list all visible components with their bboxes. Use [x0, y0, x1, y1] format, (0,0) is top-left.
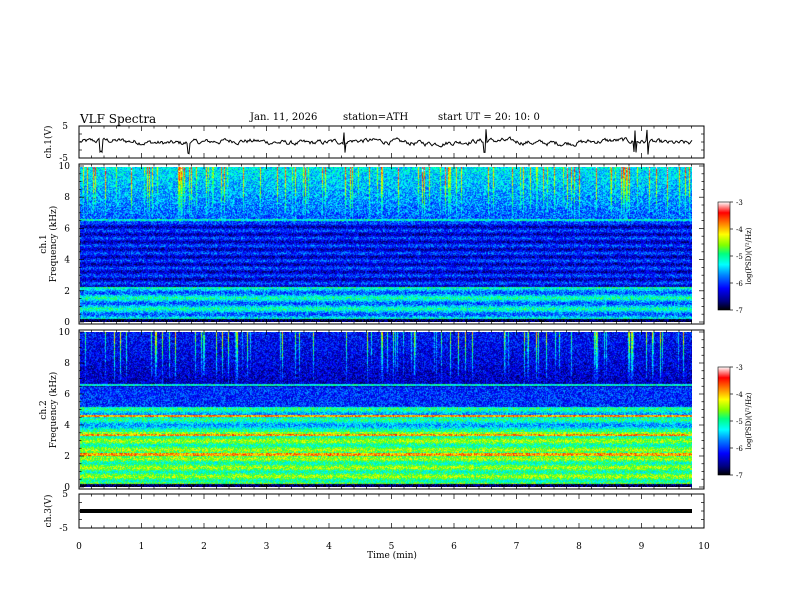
x-tick-label: 9: [639, 542, 645, 552]
colorbar-tick-label: -5: [736, 418, 743, 426]
colorbar-tick-label: -7: [736, 307, 743, 315]
colorbar-tick-label: -3: [736, 199, 743, 207]
colorbar-tick-label: -4: [736, 226, 743, 234]
y-tick-label: 6: [64, 224, 70, 234]
ch1-spectrogram-title: ch.1: [39, 234, 49, 253]
ch1-spectrogram-ylabel: Frequency (kHz): [48, 206, 59, 283]
x-tick-label: 6: [451, 542, 457, 552]
y-tick-label: 10: [59, 162, 71, 172]
x-tick-label: 5: [389, 542, 395, 552]
y-tick-label: 5: [62, 122, 68, 132]
ch1-voltage-trace: [79, 129, 693, 155]
x-tick-label: 4: [326, 542, 332, 552]
colorbar-tick-label: -6: [736, 445, 743, 453]
y-tick-label: 5: [62, 490, 68, 500]
ch2-colorbar-label: log(PSD)(V²/Hz): [745, 392, 753, 449]
y-tick-label: 4: [64, 421, 70, 431]
y-tick-label: 0: [64, 483, 70, 493]
colorbar-tick-label: -5: [736, 253, 743, 261]
x-tick-label: 7: [514, 542, 520, 552]
x-tick-label: 8: [576, 542, 582, 552]
y-tick-label: 2: [64, 452, 70, 462]
ch2-spectrogram-title: ch.2: [39, 400, 49, 419]
colorbar-tick-label: -6: [736, 280, 743, 288]
ch1-voltage-ylabel: ch.1(V): [43, 126, 54, 159]
y-tick-label: 2: [64, 287, 70, 297]
ch2-spectrogram-ylabel: Frequency (kHz): [48, 372, 59, 449]
x-axis-label: Time (min): [367, 550, 417, 561]
x-tick-label: 3: [264, 542, 270, 552]
x-tick-label: 2: [201, 542, 207, 552]
x-tick-label: 1: [139, 542, 145, 552]
start-time-label: start UT = 20: 10: 0: [438, 112, 540, 123]
x-tick-label: 10: [698, 542, 710, 552]
y-tick-label: 4: [64, 256, 70, 266]
axis-ticks-group: 0 1 2 3 4 5 6 7 8 9 100246810-3-4-5-6-70246810-3-4…: [59, 122, 744, 552]
ch1-spectrogram-image: [80, 167, 692, 322]
y-tick-label: 0: [64, 318, 70, 328]
ch2-spectrogram-image: [80, 332, 692, 487]
y-tick-label: -5: [59, 154, 68, 164]
y-tick-label: 8: [64, 193, 70, 203]
y-tick-label: 6: [64, 390, 70, 400]
colorbar-tick-label: -7: [736, 472, 743, 480]
date-label: Jan. 11, 2026: [250, 112, 318, 123]
ch3-voltage-ylabel: ch.3(V): [43, 495, 54, 528]
ch2-colorbar: [717, 366, 731, 476]
y-tick-label: -5: [59, 524, 68, 534]
ch1-colorbar-label: log(PSD)(V²/Hz): [745, 227, 753, 284]
y-tick-label: 8: [64, 359, 70, 369]
y-tick-label: 10: [59, 328, 71, 338]
ch1-colorbar: [717, 201, 731, 311]
x-tick-label: 0: [76, 542, 82, 552]
station-label: station=ATH: [343, 112, 409, 123]
colorbar-tick-label: -3: [736, 364, 743, 372]
figure-title: VLF Spectra: [80, 112, 157, 126]
colorbar-tick-label: -4: [736, 391, 743, 399]
